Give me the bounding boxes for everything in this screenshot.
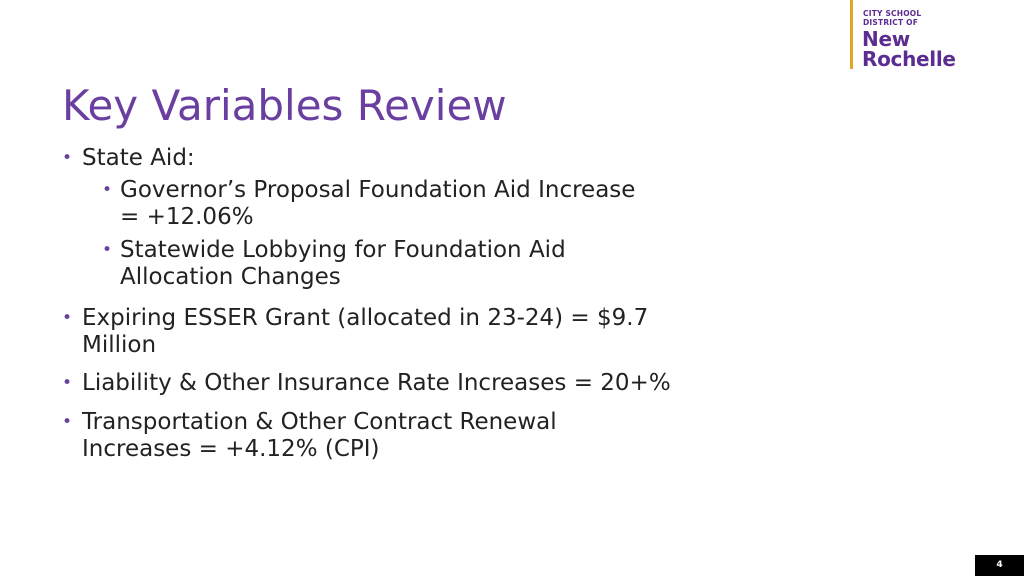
bullet-esser-line-2: Million — [82, 332, 157, 358]
logo-accent-bar — [850, 0, 853, 69]
bullet-statewide-lobbying-line-1: Statewide Lobbying for Foundation Aid — [120, 237, 566, 263]
page-number: 4 — [975, 555, 1024, 576]
bullet-transportation-line-1: Transportation & Other Contract Renewal — [82, 409, 557, 435]
bullet-governor-proposal-line-1: Governor’s Proposal Foundation Aid Incre… — [120, 177, 636, 203]
bullet-state-aid: State Aid: — [82, 145, 195, 171]
bullet-transportation-line-2: Increases = +4.12% (CPI) — [82, 436, 380, 462]
bullet-marker: • — [102, 180, 113, 200]
logo-line-1: CITY SCHOOL — [863, 9, 922, 18]
slide-title: Key Variables Review — [62, 81, 507, 130]
bullet-marker: • — [62, 148, 73, 168]
bullet-marker: • — [62, 412, 73, 432]
bullet-governor-proposal-line-2: = +12.06% — [120, 204, 254, 230]
bullet-statewide-lobbying-line-2: Allocation Changes — [120, 264, 341, 290]
logo-line-3: New — [862, 27, 910, 51]
bullet-marker: • — [62, 308, 73, 328]
bullet-marker: • — [62, 373, 73, 393]
bullet-marker: • — [102, 240, 113, 260]
district-logo: CITY SCHOOL DISTRICT OF New Rochelle — [850, 0, 980, 70]
logo-line-4: Rochelle — [862, 47, 956, 71]
bullet-esser-line-1: Expiring ESSER Grant (allocated in 23-24… — [82, 305, 649, 331]
bullet-liability-insurance: Liability & Other Insurance Rate Increas… — [82, 370, 671, 396]
logo-line-2: DISTRICT OF — [863, 18, 919, 27]
